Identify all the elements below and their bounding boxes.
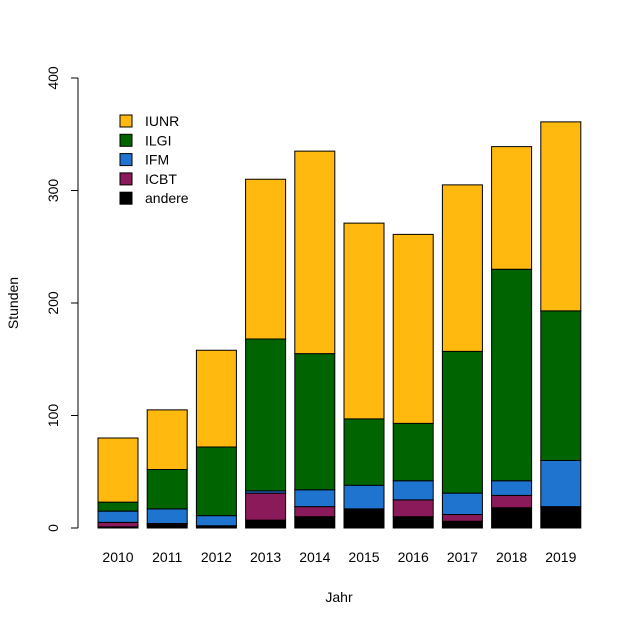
bar-2015-ifm bbox=[343, 484, 385, 510]
bar-2017-icbt bbox=[441, 514, 483, 522]
y-tick-label: 200 bbox=[45, 291, 61, 315]
bar-2018-ilgi bbox=[491, 268, 533, 482]
legend-label-iunr: IUNR bbox=[145, 113, 179, 129]
bar-2013-ilgi bbox=[245, 338, 287, 492]
x-tick-label: 2019 bbox=[545, 549, 576, 565]
bar-2011-andere bbox=[146, 524, 188, 529]
y-tick-label: 300 bbox=[45, 179, 61, 203]
x-tick-label: 2017 bbox=[447, 549, 478, 565]
bar-2016-andere bbox=[392, 516, 434, 529]
x-tick-label: 2016 bbox=[398, 549, 429, 565]
bar-2017-iunr bbox=[441, 184, 483, 352]
bar-2012-ifm bbox=[195, 515, 237, 527]
y-tick-label: 400 bbox=[45, 66, 61, 90]
x-tick-label: 2010 bbox=[102, 549, 133, 565]
x-tick-label: 2011 bbox=[152, 549, 182, 565]
bar-2017-ilgi bbox=[441, 350, 483, 494]
bar-2015-ilgi bbox=[343, 418, 385, 486]
legend: IUNR ILGI IFM ICBT andere bbox=[119, 113, 189, 206]
bar-2016-ifm bbox=[392, 480, 434, 501]
legend-swatch-ifm bbox=[119, 153, 133, 167]
bar-2018-ifm bbox=[491, 480, 533, 496]
bar-2014-andere bbox=[294, 516, 336, 529]
bar-2015-iunr bbox=[343, 222, 385, 420]
bar-2011-iunr bbox=[146, 409, 188, 470]
y-axis: 0 100 200 300 400 bbox=[45, 66, 79, 532]
legend-label-ifm: IFM bbox=[145, 152, 169, 168]
bar-2010-ifm bbox=[97, 510, 139, 523]
bar-2013-iunr bbox=[245, 178, 287, 340]
y-tick-label: 0 bbox=[45, 524, 61, 532]
legend-swatch-andere bbox=[119, 191, 133, 205]
bar-2014-iunr bbox=[294, 150, 336, 355]
bar-2014-ifm bbox=[294, 489, 336, 508]
bar-2019-iunr bbox=[540, 121, 582, 312]
bar-2016-ilgi bbox=[392, 422, 434, 482]
bar-2011-ifm bbox=[146, 508, 188, 524]
bar-2012-iunr bbox=[195, 349, 237, 448]
bar-2019-ilgi bbox=[540, 310, 582, 461]
legend-swatch-ilgi bbox=[119, 133, 133, 147]
x-tick-label: 2014 bbox=[299, 549, 330, 565]
bar-2019-andere bbox=[540, 506, 582, 529]
x-tick-label: 2012 bbox=[201, 549, 232, 565]
x-tick-label: 2013 bbox=[250, 549, 281, 565]
x-axis: 2010 2011 2012 2013 2014 2015 2016 2017 2018 2019 bbox=[102, 549, 576, 565]
bars-layer bbox=[97, 121, 582, 529]
bar-2015-andere bbox=[343, 508, 385, 529]
bar-2016-icbt bbox=[392, 499, 434, 518]
y-axis-title: Stunden bbox=[5, 277, 21, 329]
x-tick-label: 2015 bbox=[348, 549, 379, 565]
legend-swatch-iunr bbox=[119, 114, 133, 128]
x-tick-label: 2018 bbox=[496, 549, 527, 565]
bar-2010-iunr bbox=[97, 437, 139, 503]
bar-2018-andere bbox=[491, 507, 533, 529]
y-tick-label: 100 bbox=[45, 404, 61, 428]
legend-label-andere: andere bbox=[145, 190, 189, 206]
bar-2010-icbt bbox=[97, 521, 139, 528]
bar-2017-andere bbox=[441, 520, 483, 529]
bar-2018-icbt bbox=[491, 494, 533, 509]
bar-2018-iunr bbox=[491, 146, 533, 270]
bar-2016-iunr bbox=[392, 233, 434, 424]
x-axis-title: Jahr bbox=[325, 589, 353, 605]
bar-2017-ifm bbox=[441, 492, 483, 515]
legend-label-ilgi: ILGI bbox=[145, 132, 171, 148]
bar-2012-ilgi bbox=[195, 446, 237, 517]
bar-2010-ilgi bbox=[97, 501, 139, 512]
bar-2013-andere bbox=[245, 519, 287, 529]
bar-2019-ifm bbox=[540, 460, 582, 508]
bar-2011-ilgi bbox=[146, 469, 188, 510]
bar-2013-icbt bbox=[245, 492, 287, 521]
legend-swatch-icbt bbox=[119, 172, 133, 186]
bar-2014-ilgi bbox=[294, 353, 336, 491]
bar-2014-icbt bbox=[294, 506, 336, 518]
legend-label-icbt: ICBT bbox=[145, 171, 177, 187]
